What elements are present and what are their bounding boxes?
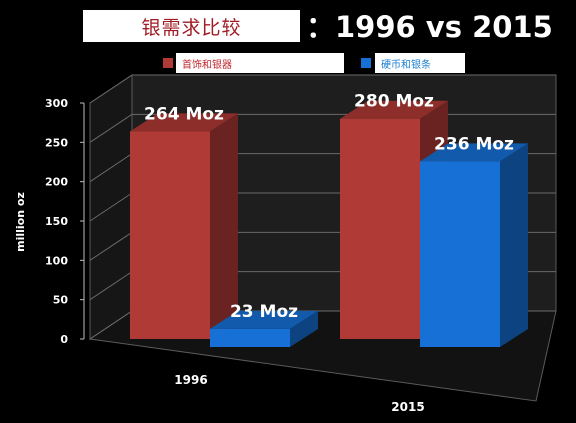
legend-label-jewelry: 首饰和银器	[182, 59, 232, 71]
legend-label-coins-bars: 硬币和银条	[381, 59, 431, 71]
legend-item-jewelry: 首饰和银器	[176, 53, 344, 73]
data-label: 236 Moz	[434, 134, 514, 154]
bar-side	[210, 113, 238, 339]
y-tick-label: 50	[53, 294, 69, 307]
gridline-side	[89, 192, 133, 222]
data-label: 280 Moz	[354, 92, 434, 112]
chart-title-chinese: 银需求比较	[141, 16, 242, 39]
chart-title-box: 银需求比较	[83, 10, 300, 42]
y-tick-label: 300	[45, 97, 68, 110]
data-label: 23 Moz	[230, 302, 298, 322]
x-tick-label: 1996	[174, 373, 207, 387]
gridline-side	[89, 310, 133, 340]
bar-1996-jewelry: 264 Moz	[130, 104, 238, 339]
y-tick-label: 200	[45, 176, 68, 189]
bar-side	[290, 310, 318, 347]
bar-top	[130, 113, 238, 132]
bar-front	[210, 328, 290, 347]
gridline-side	[89, 231, 133, 261]
y-tick-label: 0	[60, 333, 68, 346]
bar-1996-coins-bars: 23 Moz	[210, 302, 318, 347]
y-tick-label: 250	[45, 136, 68, 149]
chart-title-years: ：1996 vs 2015	[306, 10, 553, 44]
bar-top	[210, 310, 318, 329]
y-tick-label: 100	[45, 254, 68, 267]
legend-item-coins-bars: 硬币和银条	[375, 53, 465, 73]
bar-top	[340, 100, 448, 119]
x-tick-label: 2015	[391, 400, 424, 414]
gridline-side	[89, 74, 133, 104]
bar-front	[130, 131, 210, 339]
legend-swatch-coins-bars	[361, 58, 371, 68]
bar-top	[420, 143, 528, 162]
bar-front	[340, 118, 420, 339]
legend-swatch-jewelry	[163, 58, 173, 68]
y-axis-label: million oz	[14, 192, 27, 252]
gridline-side	[89, 113, 133, 143]
bar-front	[420, 161, 500, 347]
data-label: 264 Moz	[144, 104, 224, 124]
bar-side	[500, 143, 528, 347]
y-tick-label: 150	[45, 215, 68, 228]
gridline-side	[89, 271, 133, 301]
bar-2015-coins-bars: 236 Moz	[420, 134, 528, 347]
gridline-side	[89, 153, 133, 183]
